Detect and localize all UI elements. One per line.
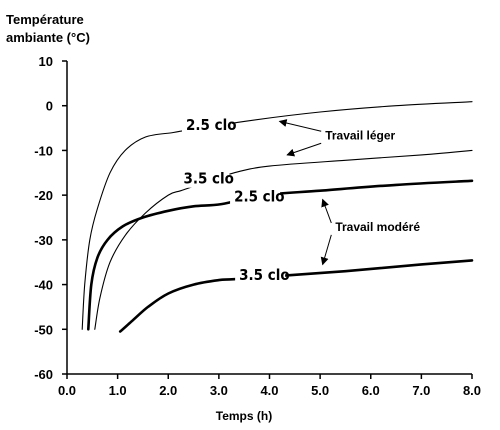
- x-tick-label: 6.0: [362, 383, 380, 398]
- annotation-label: Travail modéré: [335, 220, 420, 234]
- x-tick-label: 1.0: [109, 383, 127, 398]
- curve-label: 3.5 clo: [239, 266, 290, 284]
- y-axis-label-line-1: Température: [6, 12, 84, 27]
- series-lines: [81, 101, 474, 333]
- curve-label-background: [230, 186, 281, 206]
- x-tick-label: 2.0: [159, 383, 177, 398]
- x-tick-label: 0.0: [58, 383, 76, 398]
- curve-label: 3.5 clo: [183, 170, 234, 188]
- x-tick-label: 8.0: [463, 383, 481, 398]
- curve-label: 2.5 clo: [186, 116, 237, 134]
- x-tick-label: 3.0: [210, 383, 228, 398]
- annotation-arrow: [278, 119, 322, 132]
- curve-label: 2.5 clo: [234, 188, 285, 206]
- annotation-arrow: [320, 234, 332, 266]
- curve-label-background: [179, 168, 230, 188]
- annotations: Travail léger Travail modéré: [278, 119, 420, 266]
- y-tick-label: -50: [34, 322, 53, 337]
- x-axis-ticks: 0.0 1.0 2.0 3.0 4.0 5.0 6.0 7.0 8.0: [58, 374, 481, 398]
- x-axis-label: Temps (h): [216, 409, 272, 423]
- series-line-4: [118, 259, 474, 333]
- y-tick-label: 0: [46, 99, 53, 114]
- series-line-3: [87, 179, 474, 331]
- x-tick-label: 4.0: [260, 383, 278, 398]
- y-tick-label: -10: [34, 143, 53, 158]
- y-tick-label: -30: [34, 233, 53, 248]
- annotation-label: Travail léger: [325, 128, 395, 142]
- curve-label-background: [181, 115, 232, 135]
- series-line-1: [81, 101, 473, 330]
- x-tick-label: 7.0: [412, 383, 430, 398]
- y-tick-label: 10: [39, 54, 53, 69]
- x-tick-label: 5.0: [311, 383, 329, 398]
- y-tick-label: -20: [34, 188, 53, 203]
- series-line-2: [94, 149, 473, 330]
- y-axis-label-line-2: ambiante (°C): [6, 30, 90, 45]
- annotation-arrow: [321, 198, 332, 224]
- y-tick-label: -60: [34, 367, 53, 382]
- y-axis-ticks: 10 0 -10 -20 -30 -40 -50 -60: [34, 54, 67, 382]
- y-tick-label: -40: [34, 278, 53, 293]
- curve-label-background: [235, 264, 286, 284]
- annotation-arrow: [286, 142, 322, 157]
